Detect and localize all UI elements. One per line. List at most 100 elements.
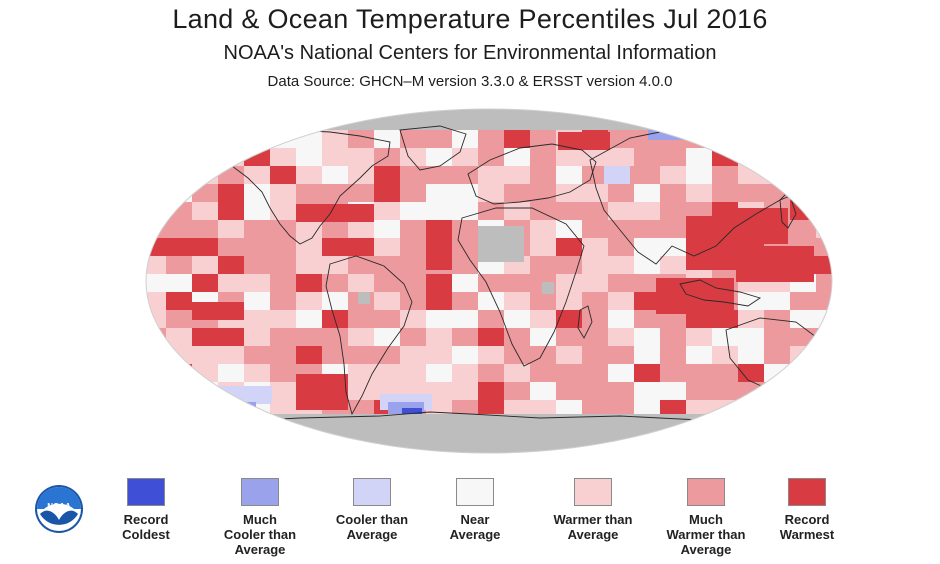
grid-cell bbox=[244, 238, 270, 256]
grid-cell bbox=[146, 346, 166, 364]
grid-cell bbox=[244, 328, 270, 346]
grid-cell bbox=[582, 364, 608, 382]
grid-cell bbox=[556, 400, 582, 418]
grid-cell bbox=[608, 148, 634, 166]
grid-cell bbox=[322, 328, 348, 346]
grid-cell bbox=[660, 202, 686, 220]
grid-cell bbox=[656, 278, 734, 314]
grid-cell bbox=[374, 328, 400, 346]
grid-cell bbox=[400, 238, 426, 256]
grid-cell bbox=[712, 202, 738, 220]
grid-cell bbox=[660, 238, 686, 256]
legend-swatch bbox=[574, 478, 612, 506]
grid-cell bbox=[426, 346, 452, 364]
grid-cell bbox=[660, 220, 686, 238]
arctic-no-data bbox=[146, 109, 832, 130]
grid-cell bbox=[736, 246, 814, 282]
grid-cell bbox=[556, 274, 582, 292]
grid-cell bbox=[166, 238, 192, 256]
grid-cell bbox=[558, 132, 610, 150]
grid-cell bbox=[604, 166, 630, 184]
grid-cell bbox=[608, 256, 634, 274]
grid-cell bbox=[244, 364, 270, 382]
grid-cell bbox=[530, 166, 556, 184]
grid-cell bbox=[816, 256, 832, 274]
grid-cell bbox=[322, 184, 348, 202]
grid-cell bbox=[736, 208, 788, 244]
grid-cell bbox=[426, 130, 452, 148]
grid-cell bbox=[660, 310, 686, 328]
grid-cell bbox=[374, 130, 400, 148]
grid-cell bbox=[244, 274, 270, 292]
grid-cell bbox=[764, 310, 790, 328]
grid-cell bbox=[686, 216, 738, 270]
grid-cell bbox=[146, 364, 166, 382]
grid-cell bbox=[374, 202, 400, 220]
grid-cell bbox=[348, 148, 374, 166]
grid-cell bbox=[348, 346, 374, 364]
grid-cell bbox=[452, 274, 478, 292]
grid-cell bbox=[530, 382, 556, 400]
grid-cell bbox=[192, 382, 218, 400]
grid-cell bbox=[348, 310, 374, 328]
grid-cell bbox=[530, 400, 556, 418]
grid-cell bbox=[452, 238, 478, 256]
legend-label: Warmer than Average bbox=[553, 512, 633, 542]
south-america-outline bbox=[325, 255, 413, 416]
grid-cell bbox=[146, 130, 166, 148]
grid-cell bbox=[504, 346, 530, 364]
grid-cell bbox=[530, 238, 556, 256]
grid-cell bbox=[816, 292, 832, 310]
grid-cell bbox=[296, 292, 322, 310]
grid-cell bbox=[608, 328, 634, 346]
grid-cell bbox=[146, 328, 166, 346]
grid-cell bbox=[218, 364, 244, 382]
grid-cell bbox=[660, 346, 686, 364]
grid-cell bbox=[426, 364, 452, 382]
grid-cell bbox=[634, 364, 660, 382]
grid-cell bbox=[504, 364, 530, 382]
grid-cell bbox=[816, 346, 832, 364]
grid-cell bbox=[530, 130, 556, 148]
grid-cell bbox=[504, 148, 530, 166]
grid-cell bbox=[764, 328, 790, 346]
grid-cell bbox=[218, 238, 244, 256]
grid-cell bbox=[582, 184, 608, 202]
grid-cell bbox=[608, 220, 634, 238]
grid-cell bbox=[166, 130, 192, 148]
grid-cell bbox=[556, 328, 582, 346]
noaa-logo-icon: NOAA bbox=[35, 485, 83, 533]
new-zealand-outline bbox=[836, 376, 846, 408]
legend-item-warmer: Warmer than Average bbox=[533, 478, 653, 542]
greenland-outline bbox=[399, 125, 467, 171]
grid-cell bbox=[790, 130, 816, 148]
grid-cell bbox=[738, 310, 764, 328]
grid-cell bbox=[426, 166, 452, 184]
grid-cell bbox=[192, 346, 218, 364]
grid-cell bbox=[608, 274, 634, 292]
grid-cell bbox=[270, 184, 296, 202]
grid-cell bbox=[192, 166, 218, 184]
grid-cell bbox=[426, 328, 452, 346]
grid-cell bbox=[270, 292, 296, 310]
grid-cell bbox=[556, 220, 582, 238]
grid-cell bbox=[816, 328, 832, 346]
grid-cell bbox=[634, 256, 660, 274]
grid-cell bbox=[400, 148, 426, 166]
legend-swatch bbox=[353, 478, 391, 506]
legend-label: Record Warmest bbox=[779, 512, 835, 542]
grid-cell bbox=[218, 184, 244, 202]
grid-cell bbox=[244, 310, 270, 328]
grid-cell bbox=[348, 184, 374, 202]
grid-cell bbox=[218, 220, 244, 238]
grid-cell bbox=[204, 402, 256, 416]
grid-cell bbox=[764, 148, 790, 166]
grid-cell bbox=[400, 184, 426, 202]
grid-cell bbox=[660, 148, 686, 166]
grid-cell bbox=[374, 274, 400, 292]
grid-cell bbox=[556, 166, 582, 184]
grid-cell bbox=[218, 274, 244, 292]
grid-cell bbox=[790, 220, 816, 238]
grid-cell bbox=[556, 256, 582, 274]
grid-cell bbox=[686, 166, 712, 184]
